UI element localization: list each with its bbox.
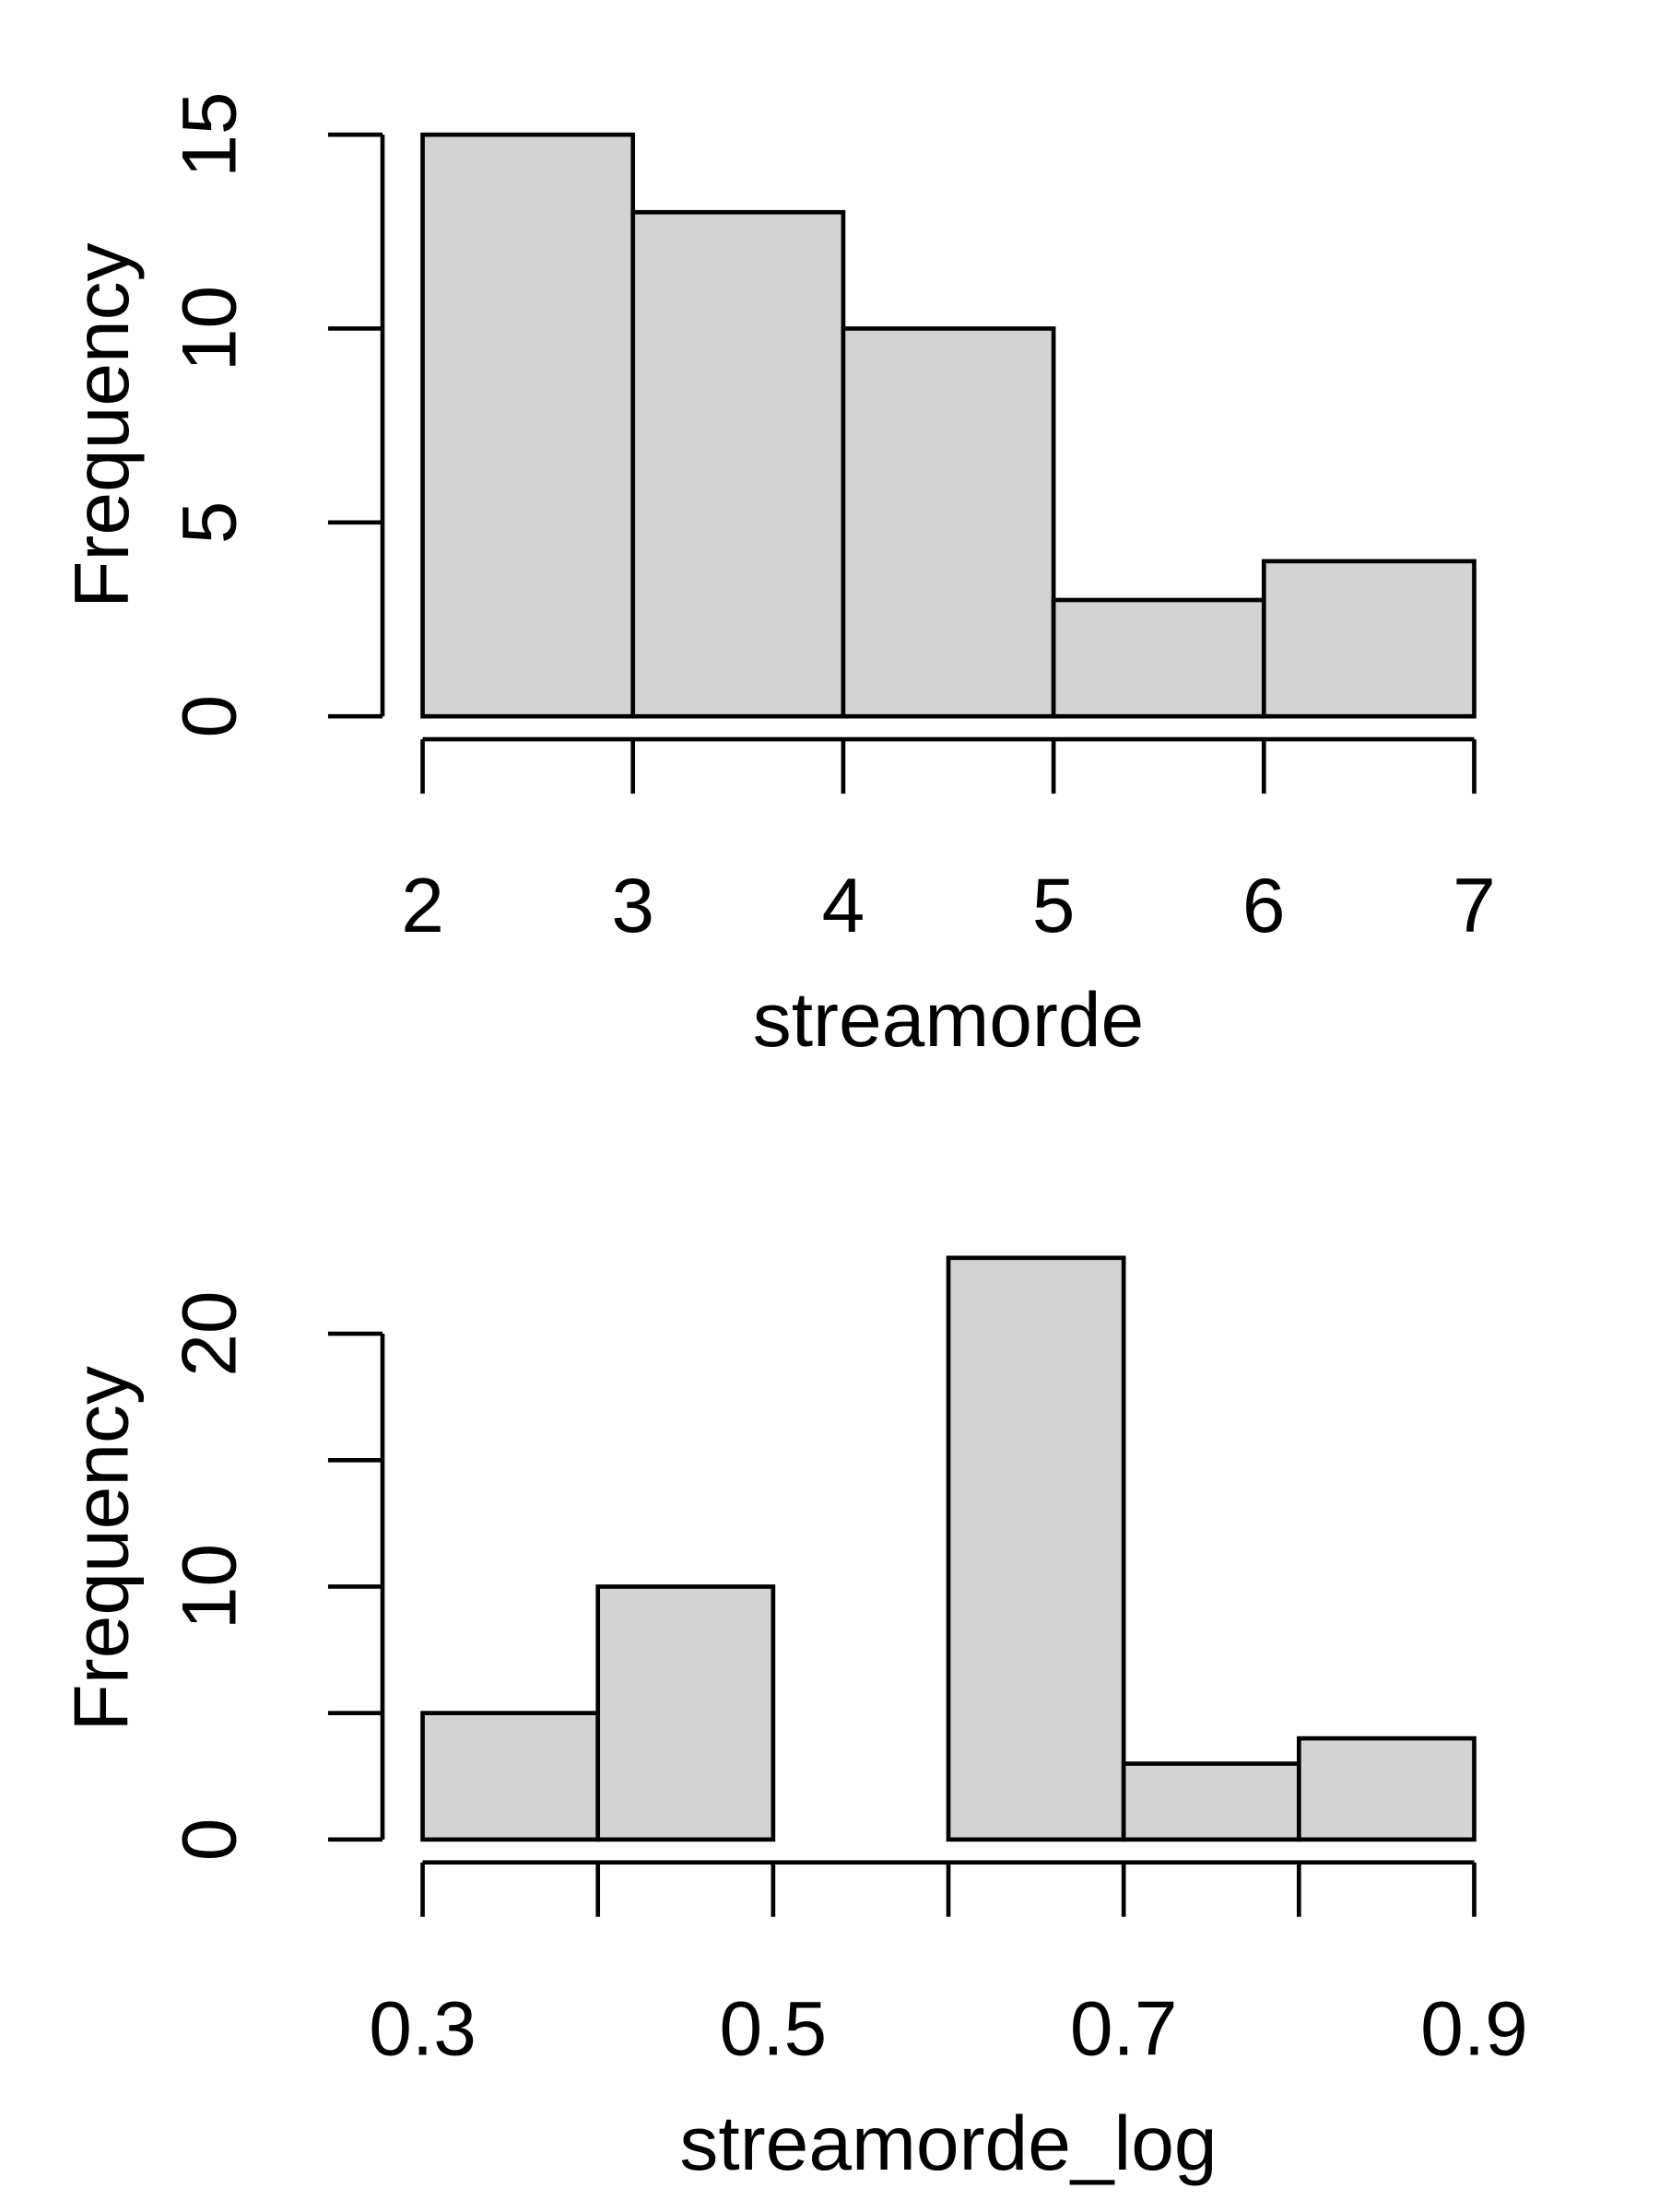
bar [1051, 597, 1266, 719]
x-tick-label: 7 [1453, 862, 1496, 948]
x-tick-label: 0.5 [720, 1984, 828, 2071]
y-axis-title: Frequency [58, 242, 145, 608]
bar [946, 1255, 1126, 1842]
x-axis-title: streamorde [753, 976, 1144, 1063]
x-axis-title: streamorde_log [679, 2100, 1217, 2186]
bar [1121, 1761, 1301, 1842]
bar [420, 132, 636, 719]
y-tick-label: 15 [165, 91, 252, 177]
y-tick-label: 5 [165, 500, 252, 544]
bar [630, 209, 846, 719]
y-tick-label: 0 [165, 1818, 252, 1862]
y-tick-label: 0 [165, 695, 252, 738]
bar [841, 326, 1056, 719]
x-tick-label: 3 [611, 862, 654, 948]
bar [420, 1711, 601, 1842]
x-tick-label: 2 [401, 862, 444, 948]
y-tick-label: 10 [165, 1544, 252, 1630]
x-tick-label: 0.3 [369, 1984, 477, 2071]
x-tick-label: 4 [822, 862, 865, 948]
bar [1296, 1735, 1477, 1842]
x-tick-label: 0.9 [1420, 1984, 1528, 2071]
x-tick-label: 0.7 [1070, 1984, 1178, 2071]
y-axis-title: Frequency [58, 1366, 145, 1732]
y-tick-label: 20 [165, 1290, 252, 1376]
y-tick-label: 10 [165, 286, 252, 371]
x-tick-label: 5 [1032, 862, 1076, 948]
x-tick-label: 6 [1242, 862, 1286, 948]
bar [595, 1584, 776, 1842]
bar [1261, 559, 1477, 719]
